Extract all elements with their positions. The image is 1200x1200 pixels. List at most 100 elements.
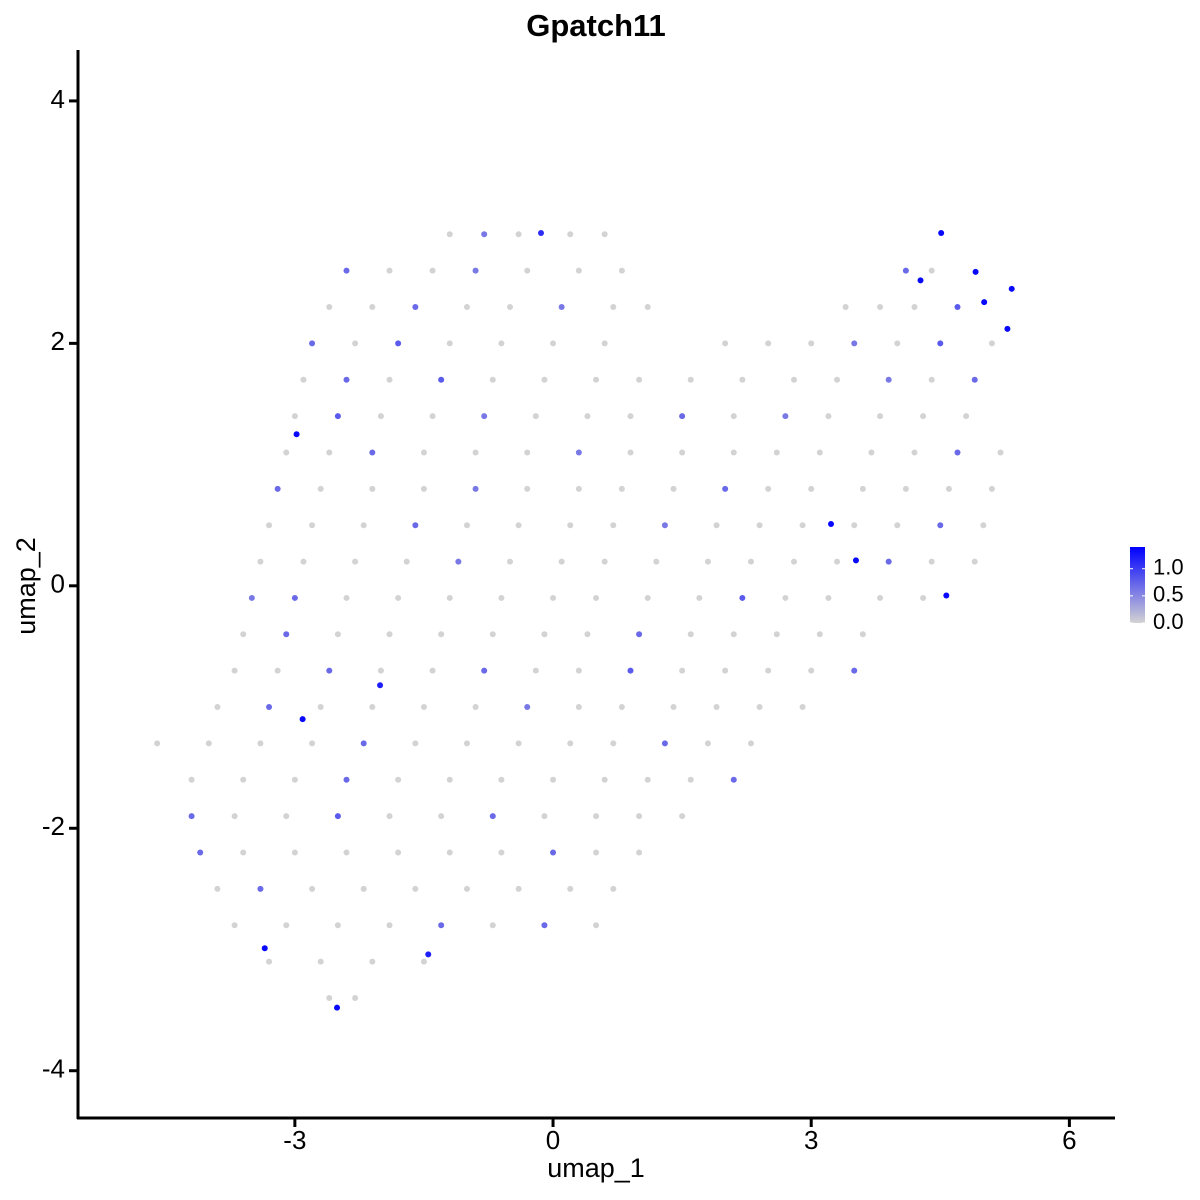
y-tick-label: 2 (51, 326, 65, 356)
point (920, 413, 927, 420)
point (352, 558, 359, 565)
point (799, 704, 806, 711)
point (197, 849, 204, 856)
point (963, 413, 970, 420)
point (524, 704, 531, 711)
y-tick-label: -4 (42, 1054, 65, 1084)
point (412, 740, 419, 747)
point (747, 558, 754, 565)
point (515, 231, 522, 238)
point (309, 740, 316, 747)
point (988, 340, 995, 347)
point (369, 485, 376, 492)
point (1008, 285, 1015, 292)
point (532, 413, 539, 420)
point (943, 592, 950, 599)
point (782, 594, 789, 601)
point (291, 849, 298, 856)
point (463, 885, 470, 892)
point (773, 449, 780, 456)
point (438, 922, 445, 929)
point (420, 958, 427, 965)
y-axis-title: umap_2 (11, 537, 41, 635)
x-tick-label: 0 (546, 1125, 560, 1155)
point (636, 376, 643, 383)
point (429, 267, 436, 274)
point (343, 376, 350, 383)
point (507, 303, 514, 310)
point (722, 667, 729, 674)
point (515, 885, 522, 892)
point (334, 813, 341, 820)
point (937, 340, 944, 347)
point (420, 485, 427, 492)
point (343, 776, 350, 783)
point (636, 849, 643, 856)
point (618, 267, 625, 274)
point (610, 522, 617, 529)
point (894, 340, 901, 347)
point (713, 704, 720, 711)
point (261, 945, 268, 952)
point (971, 376, 978, 383)
point (472, 485, 479, 492)
point (489, 922, 496, 929)
point (541, 813, 548, 820)
point (326, 667, 333, 674)
point (661, 522, 668, 529)
point (997, 449, 1004, 456)
point (636, 631, 643, 638)
point (558, 558, 565, 565)
point (299, 716, 306, 723)
point (524, 449, 531, 456)
point (386, 376, 393, 383)
point (756, 704, 763, 711)
point (627, 413, 634, 420)
point (438, 631, 445, 638)
point (799, 522, 806, 529)
point (894, 522, 901, 529)
point (704, 740, 711, 747)
point (877, 594, 884, 601)
point (713, 522, 720, 529)
point (395, 594, 402, 601)
point (687, 631, 694, 638)
point (309, 340, 316, 347)
point (653, 558, 660, 565)
point (283, 631, 290, 638)
point (524, 267, 531, 274)
point (326, 303, 333, 310)
point (334, 631, 341, 638)
point (593, 376, 600, 383)
point (1004, 325, 1011, 332)
point (498, 776, 505, 783)
point (971, 558, 978, 565)
point (386, 813, 393, 820)
point (679, 449, 686, 456)
point (481, 231, 488, 238)
point (507, 558, 514, 565)
y-tick-label: -2 (42, 811, 65, 841)
point (618, 485, 625, 492)
point (687, 776, 694, 783)
point (601, 231, 608, 238)
point (980, 522, 987, 529)
point (395, 340, 402, 347)
point (575, 667, 582, 674)
point (808, 667, 815, 674)
point (610, 885, 617, 892)
point (911, 449, 918, 456)
point (808, 340, 815, 347)
point (825, 594, 832, 601)
point (524, 485, 531, 492)
point (859, 631, 866, 638)
point (231, 813, 238, 820)
point (498, 340, 505, 347)
point (369, 303, 376, 310)
y-tick-label: 4 (51, 84, 65, 114)
point (446, 594, 453, 601)
point (627, 667, 634, 674)
point (386, 922, 393, 929)
point (730, 631, 737, 638)
